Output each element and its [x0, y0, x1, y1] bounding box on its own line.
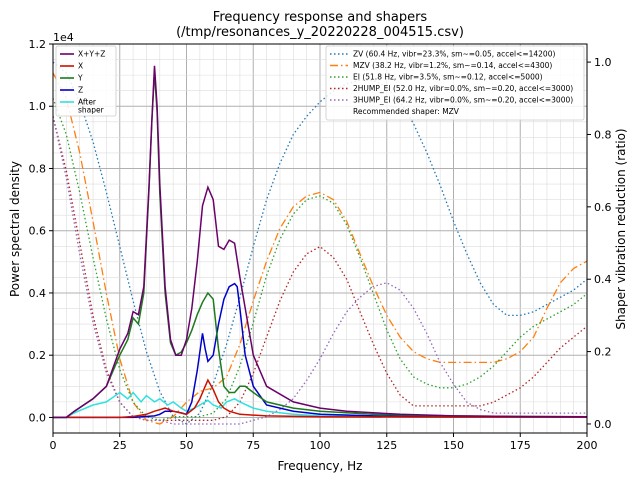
- y-offset-label: 1e4: [53, 31, 74, 44]
- x-tick-label: 100: [310, 439, 331, 452]
- legend-right-label: 2HUMP_EI (52.0 Hz, vibr=0.0%, sm~=0.20, …: [353, 84, 573, 93]
- y-tick-label: 0.6: [29, 225, 47, 238]
- legend-left-label: X: [78, 62, 83, 71]
- legend-left-label-line: X+Y+Z: [78, 50, 105, 59]
- legend-left-label-line: shaper: [78, 106, 105, 115]
- shaper-curve-1: [52, 72, 588, 425]
- recommended-shaper-text: Recommended shaper: MZV: [353, 107, 460, 116]
- psd-curve-2: [53, 71, 588, 419]
- x-axis-label: Frequency, Hz: [278, 459, 363, 473]
- legend-left-label-line: Y: [77, 74, 83, 83]
- y2-tick-label: 0.4: [594, 273, 612, 286]
- y2-tick-label: 0.8: [594, 128, 612, 141]
- legend-right-label: ZV (60.4 Hz, vibr=23.3%, sm~=0.05, accel…: [353, 50, 555, 59]
- psd-curve-3: [53, 282, 588, 419]
- y2-tick-label: 0.0: [594, 418, 612, 431]
- legend-right-label: EI (51.8 Hz, vibr=3.5%, sm~=0.12, accel<…: [353, 73, 543, 82]
- y2-tick-label: 0.6: [594, 201, 612, 214]
- x-tick-label: 200: [577, 439, 598, 452]
- legend-left-label-line: Z: [78, 86, 83, 95]
- series-layer: [52, 61, 588, 425]
- x-tick-label: 125: [376, 439, 397, 452]
- x-tick-label: 25: [113, 439, 127, 452]
- shaper-curve-2: [52, 98, 588, 421]
- x-tick-label: 150: [443, 439, 464, 452]
- x-tick-label: 50: [180, 439, 194, 452]
- legend-right-box: [325, 45, 585, 121]
- y-tick-label: 1.0: [29, 100, 47, 113]
- legend-right-label: MZV (38.2 Hz, vibr=1.2%, sm~=0.14, accel…: [353, 61, 552, 70]
- legend-left-label: After shaper: [78, 98, 105, 115]
- legend-layer: X+Y+Z XYZ After shaper ZV (60.4 Hz, vibr=23.…: [55, 45, 585, 121]
- y-tick-label: 0.0: [29, 411, 47, 424]
- y-tick-label: 0.2: [29, 349, 47, 362]
- y-axis-label: Power spectral density: [8, 161, 22, 297]
- x-tick-label: 75: [246, 439, 260, 452]
- grid-layer: [52, 43, 588, 434]
- y-tick-label: 0.4: [29, 287, 47, 300]
- axes-layer: 0 25 50 75 100 125 150 175 200 0.0 0.2 0.4 0.6 0.8 1.0…: [29, 38, 612, 452]
- legend-left-label-line: X: [78, 62, 83, 71]
- x-tick-label: 175: [510, 439, 531, 452]
- legend-left-label: Y: [77, 74, 83, 83]
- y2-tick-label: 1.0: [594, 56, 612, 69]
- y-tick-label: 0.8: [29, 162, 47, 175]
- legend-left-label: X+Y+Z: [78, 50, 105, 59]
- chart-title: Frequency response and shapers: [213, 10, 428, 25]
- y-tick-label: 1.2: [29, 38, 47, 51]
- psd-curve-4: [53, 391, 588, 419]
- legend-left-label: Z: [78, 86, 83, 95]
- legend-left-box: [55, 45, 117, 117]
- chart-subtitle: (/tmp/resonances_y_20220228_004515.csv): [176, 25, 464, 40]
- y2-axis-label: Shaper vibration reduction (ratio): [614, 128, 628, 329]
- y2-tick-label: 0.2: [594, 346, 612, 359]
- legend-left-label-line: After: [78, 98, 97, 107]
- x-tick-label: 0: [50, 439, 57, 452]
- psd-curve-0: [53, 65, 588, 419]
- psd-curve-1: [53, 378, 587, 419]
- legend-right-label: 3HUMP_EI (64.2 Hz, vibr=0.0%, sm~=0.20, …: [353, 96, 573, 105]
